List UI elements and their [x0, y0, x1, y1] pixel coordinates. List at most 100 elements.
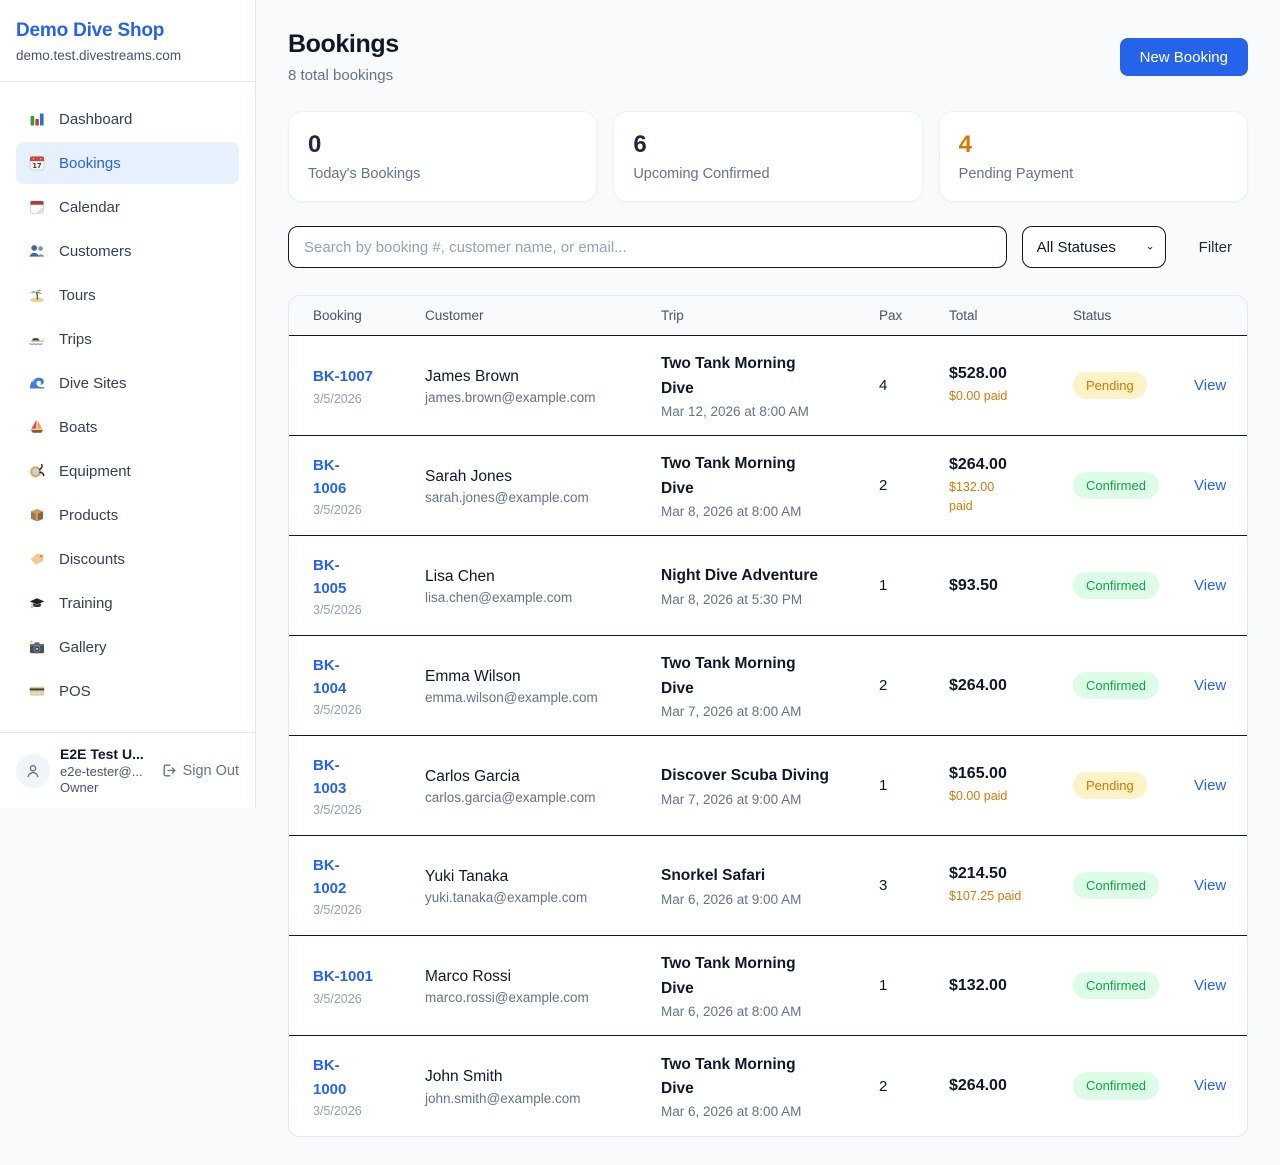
view-link[interactable]: View: [1194, 576, 1227, 594]
sidebar-item-boats[interactable]: Boats: [16, 406, 239, 448]
filter-button[interactable]: Filter: [1198, 238, 1232, 256]
view-link[interactable]: View: [1194, 376, 1227, 394]
sidebar-item-label: Boats: [59, 418, 98, 436]
paid-amount: $0.00 paid: [949, 389, 1008, 404]
customer-cell: Yuki Tanaka yuki.tanaka@example.com: [425, 866, 661, 906]
sidebar-item-customers[interactable]: Customers: [16, 230, 239, 272]
user-role: Owner: [60, 780, 99, 795]
booking-date: 3/5/2026: [313, 903, 362, 918]
table-row: BK-1001 3/5/2026 Marco Rossi marco.rossi…: [289, 936, 1247, 1036]
page-header-text: Bookings 8 total bookings: [288, 30, 399, 84]
col-header-status: Status: [1073, 308, 1112, 323]
sidebar-item-dive-sites[interactable]: Dive Sites: [16, 362, 239, 404]
actions-cell: View: [1194, 377, 1226, 395]
trip-cell: Two Tank Morning Dive Mar 6, 2026 at 8:0…: [661, 1053, 879, 1119]
sidebar-item-bookings[interactable]: 17 Bookings: [16, 142, 239, 184]
trip-name: Two Tank Morning Dive: [661, 955, 796, 997]
customer-email: marco.rossi@example.com: [425, 990, 589, 1006]
bar-chart-icon: [28, 110, 46, 128]
sidebar-item-dashboard[interactable]: Dashboard: [16, 98, 239, 140]
status-badge: Confirmed: [1073, 471, 1159, 500]
sidebar-item-products[interactable]: Products: [16, 494, 239, 536]
status-select-wrap: All Statuses ⌄: [1021, 226, 1166, 268]
status-filter-select[interactable]: All Statuses: [1021, 226, 1166, 268]
status-cell: Confirmed: [1073, 871, 1194, 900]
view-link[interactable]: View: [1194, 876, 1227, 894]
sidebar-item-training[interactable]: Training: [16, 582, 239, 624]
sidebar-item-discounts[interactable]: Discounts: [16, 538, 239, 580]
trip-name: Two Tank Morning Dive: [661, 355, 796, 397]
total-cell: $264.00: [949, 677, 1073, 695]
status-cell: Confirmed: [1073, 471, 1194, 500]
stat-label: Today's Bookings: [308, 166, 421, 182]
sidebar-item-label: Products: [59, 506, 119, 524]
view-link[interactable]: View: [1194, 976, 1227, 994]
sidebar-item-gallery[interactable]: Gallery: [16, 626, 239, 668]
sidebar-item-label: Customers: [59, 242, 132, 260]
booking-link[interactable]: BK- 1006: [313, 456, 347, 497]
sidebar-item-trips[interactable]: Trips: [16, 318, 239, 360]
status-cell: Pending: [1073, 371, 1194, 400]
booking-date: 3/5/2026: [313, 991, 362, 1006]
sidebar-item-label: Dashboard: [59, 110, 133, 128]
table-row: BK- 1003 3/5/2026 Carlos Garcia carlos.g…: [289, 736, 1247, 836]
status-cell: Confirmed: [1073, 671, 1194, 700]
search-input[interactable]: [288, 226, 1007, 268]
pax-cell: 1: [879, 777, 888, 794]
customer-email: yuki.tanaka@example.com: [425, 890, 588, 906]
total-amount: $214.50: [949, 865, 1007, 883]
paid-amount: $107.25 paid: [949, 889, 1022, 904]
paid-amount: $132.00 paid: [949, 480, 995, 513]
booking-link[interactable]: BK- 1004: [313, 656, 347, 697]
view-link[interactable]: View: [1194, 1077, 1227, 1094]
new-booking-button[interactable]: New Booking: [1119, 38, 1248, 76]
booking-link[interactable]: BK-1001: [313, 968, 374, 986]
actions-cell: View: [1194, 677, 1226, 695]
people-icon: [28, 242, 46, 260]
view-link[interactable]: View: [1194, 676, 1227, 694]
booking-link[interactable]: BK- 1003: [313, 756, 347, 797]
sidebar-item-pos[interactable]: POS: [16, 670, 239, 712]
view-link[interactable]: View: [1194, 476, 1227, 494]
sidebar-item-equipment[interactable]: Equipment: [16, 450, 239, 492]
booking-link[interactable]: BK-1007: [313, 368, 374, 386]
customer-cell: James Brown james.brown@example.com: [425, 366, 661, 406]
customer-name: Lisa Chen: [425, 567, 495, 585]
trip-time: Mar 8, 2026 at 5:30 PM: [661, 591, 803, 607]
sidebar-user-footer: E2E Test U... e2e-tester@... Owner Sign …: [0, 732, 255, 808]
booking-link[interactable]: BK- 1002: [313, 856, 347, 897]
stat-value: 0: [308, 131, 322, 158]
trip-name: Two Tank Morning Dive: [661, 1055, 796, 1097]
customer-cell: Emma Wilson emma.wilson@example.com: [425, 666, 661, 706]
col-header-trip: Trip: [661, 308, 684, 323]
shop-name[interactable]: Demo Dive Shop: [16, 20, 165, 41]
user-name: E2E Test U...: [60, 746, 144, 762]
actions-cell: View: [1194, 477, 1226, 495]
svg-text:17: 17: [32, 162, 42, 170]
booking-date: 3/5/2026: [313, 1103, 362, 1118]
actions-cell: View: [1194, 777, 1226, 795]
trip-name: Discover Scuba Diving: [661, 767, 829, 785]
trip-name: Two Tank Morning Dive: [661, 655, 796, 697]
sidebar-item-label: Trips: [59, 330, 92, 348]
stat-value: 6: [633, 131, 647, 158]
trip-name: Night Dive Adventure: [661, 567, 819, 585]
status-badge: Confirmed: [1073, 871, 1159, 900]
total-cell: $264.00: [949, 1077, 1073, 1095]
trip-time: Mar 7, 2026 at 8:00 AM: [661, 703, 802, 719]
filter-row: All Statuses ⌄ Filter: [288, 226, 1248, 268]
status-badge: Pending: [1073, 371, 1147, 400]
view-link[interactable]: View: [1194, 776, 1227, 794]
sign-out-button[interactable]: Sign Out: [160, 762, 239, 779]
booking-link[interactable]: BK- 1005: [313, 556, 347, 597]
booking-link[interactable]: BK- 1000: [313, 1057, 347, 1098]
sign-out-label: Sign Out: [182, 762, 239, 779]
pax-cell: 2: [879, 1077, 888, 1095]
booking-date: 3/5/2026: [313, 703, 362, 718]
status-cell: Confirmed: [1073, 571, 1194, 600]
speedboat-icon: [28, 330, 46, 348]
sidebar-item-calendar[interactable]: Calendar: [16, 186, 239, 228]
sidebar-item-tours[interactable]: Tours: [16, 274, 239, 316]
customer-email: emma.wilson@example.com: [425, 690, 598, 706]
pax-cell: 2: [879, 477, 888, 494]
